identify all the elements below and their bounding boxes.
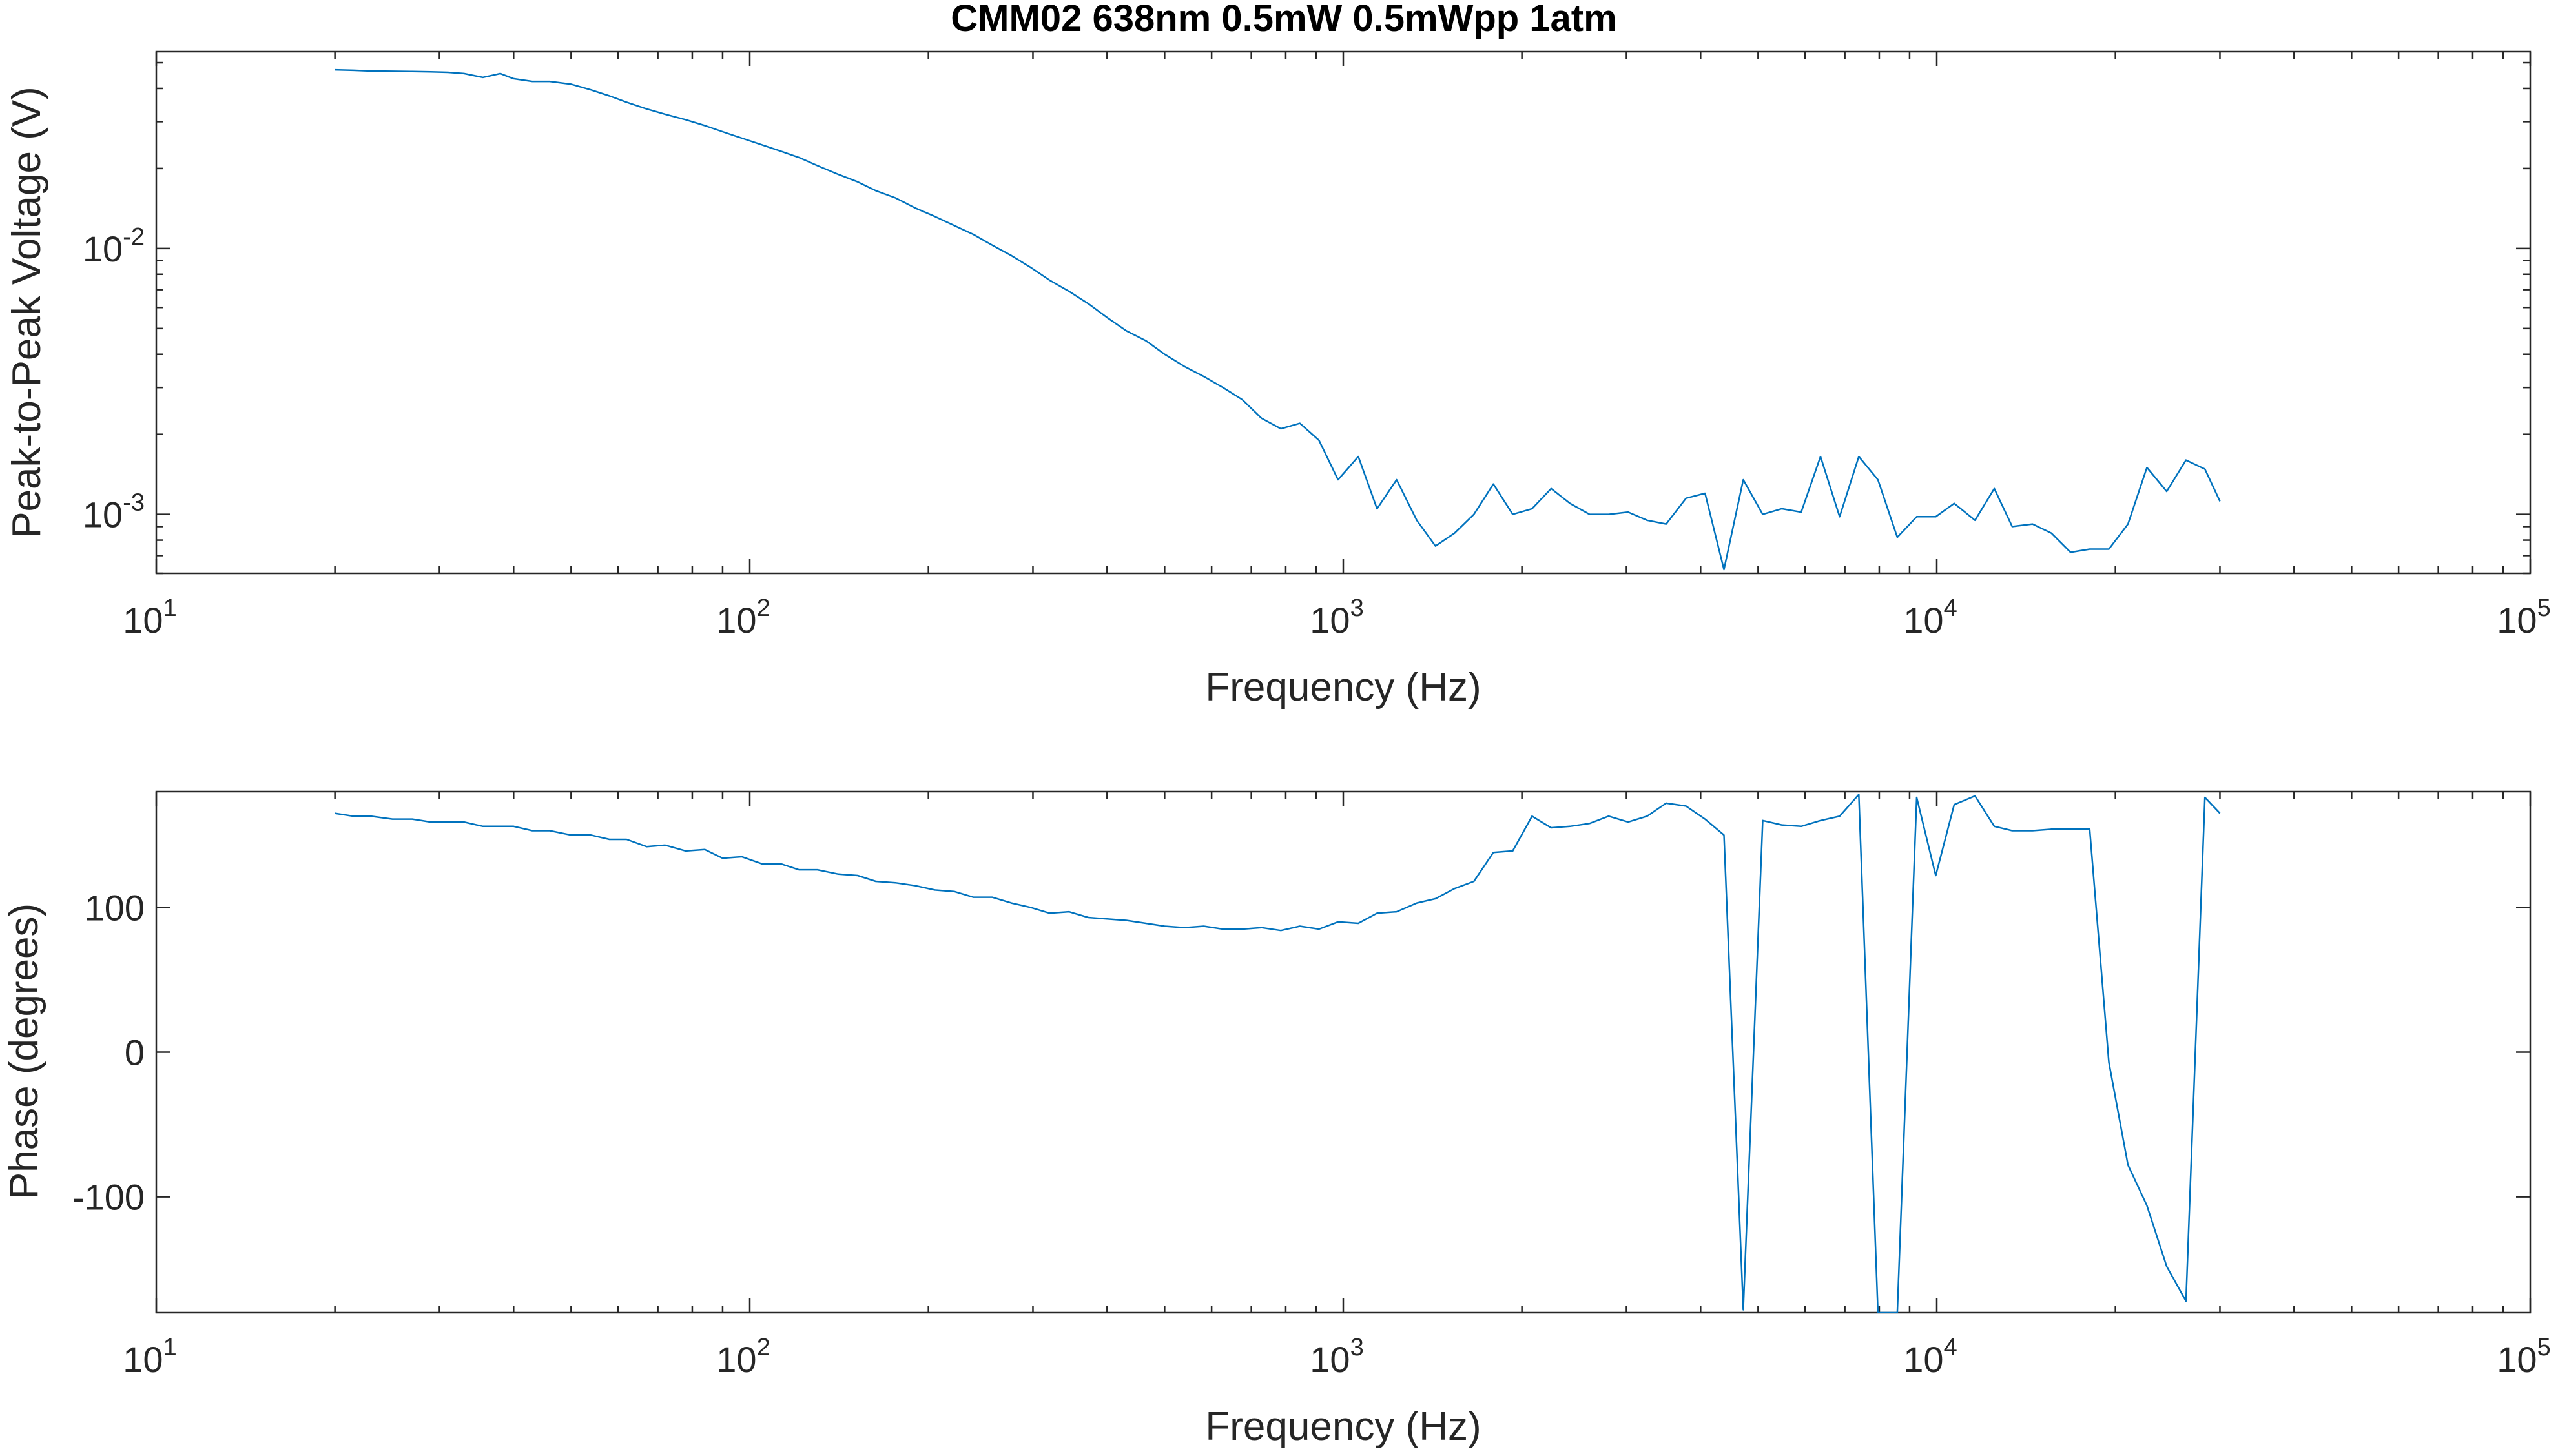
magnitude-y-tick-label: 10-2 (83, 223, 145, 269)
magnitude-x-tick-label: 104 (1903, 595, 1957, 641)
magnitude-series-line (335, 68, 2221, 571)
magnitude-ticks: 101 102 103 104 105 10-3 10-2 (83, 52, 2551, 641)
magnitude-x-tick-label: 103 (1310, 595, 1363, 641)
phase-x-tick-label: 102 (716, 1334, 770, 1380)
magnitude-x-tick-label: 101 (123, 595, 176, 641)
phase-panel: 101 102 103 104 105 -100 0 100 Frequency (Hz) P… (2, 790, 2551, 1449)
magnitude-x-tick-label: 102 (716, 595, 770, 641)
magnitude-x-axis-label: Frequency (Hz) (1205, 665, 1481, 710)
magnitude-plot-frame (155, 50, 2532, 575)
phase-plot-frame (155, 790, 2532, 1314)
phase-y-axis-label: Phase (degrees) (2, 903, 46, 1199)
magnitude-x-tick-label: 105 (2497, 595, 2550, 641)
chart-title: CMM02 638nm 0.5mW 0.5mWpp 1atm (951, 0, 1616, 39)
magnitude-y-axis-label: Peak-to-Peak Voltage (V) (5, 87, 49, 538)
phase-x-tick-label: 105 (2497, 1334, 2550, 1380)
phase-x-tick-label: 104 (1903, 1334, 1957, 1380)
phase-series-line (335, 794, 2221, 1313)
magnitude-panel: 101 102 103 104 105 10-3 10-2 Frequency (Hz) P… (5, 50, 2551, 710)
phase-y-tick-label: -100 (72, 1177, 145, 1218)
phase-y-tick-label: 0 (125, 1032, 145, 1073)
magnitude-y-tick-label: 10-3 (83, 489, 145, 535)
phase-ticks: 101 102 103 104 105 -100 0 100 (72, 792, 2551, 1380)
phase-x-axis-label: Frequency (Hz) (1205, 1404, 1481, 1449)
phase-y-tick-label: 100 (85, 887, 145, 928)
phase-x-tick-label: 101 (123, 1334, 176, 1380)
phase-x-tick-label: 103 (1310, 1334, 1363, 1380)
